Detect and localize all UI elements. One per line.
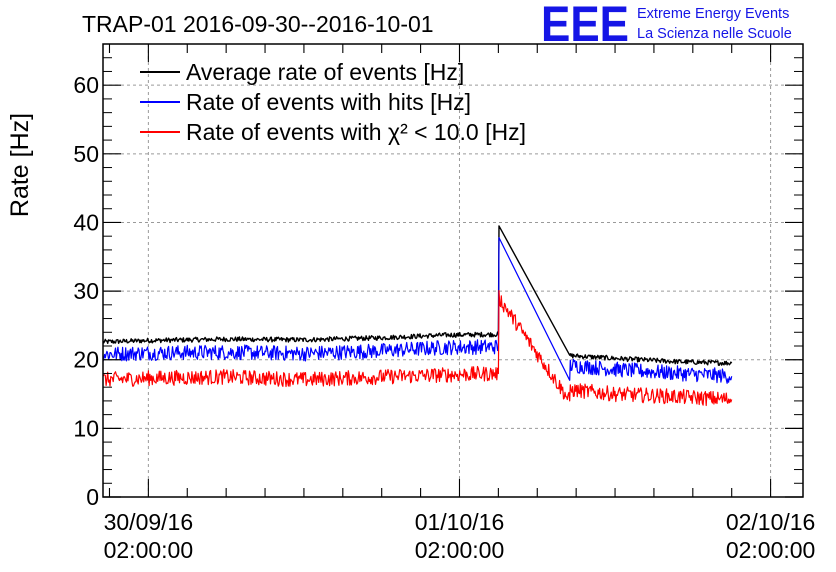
x-tick-date: 01/10/16 bbox=[415, 509, 505, 535]
y-tick-label: 30 bbox=[73, 278, 99, 304]
x-tick-date: 30/09/16 bbox=[104, 509, 194, 535]
y-tick-label: 20 bbox=[73, 347, 99, 373]
grid-lines bbox=[103, 44, 803, 497]
plot-frame bbox=[102, 43, 804, 498]
y-tick-label: 0 bbox=[86, 484, 99, 510]
x-tick-time: 02:00:00 bbox=[415, 537, 505, 563]
y-tick-label: 10 bbox=[73, 415, 99, 441]
legend-label-2: Rate of events with χ² < 10.0 [Hz] bbox=[186, 119, 526, 145]
eee-logo: EEE Extreme Energy Events La Scienza nel… bbox=[541, 0, 792, 52]
legend-label-1: Rate of events with hits [Hz] bbox=[186, 89, 471, 115]
y-axis-label: Rate [Hz] bbox=[6, 113, 34, 217]
logo-line-2: La Scienza nelle Scuole bbox=[637, 26, 792, 42]
logo-line-1: Extreme Energy Events bbox=[637, 6, 789, 22]
legend-label-0: Average rate of events [Hz] bbox=[186, 59, 464, 85]
y-tick-label: 40 bbox=[73, 209, 99, 235]
axes bbox=[102, 43, 804, 498]
x-tick-time: 02:00:00 bbox=[104, 537, 194, 563]
x-tick-time: 02:00:00 bbox=[726, 537, 816, 563]
y-tick-label: 60 bbox=[73, 72, 99, 98]
series-line-2 bbox=[102, 290, 733, 407]
chart-title: TRAP-01 2016-09-30--2016-10-01 bbox=[82, 11, 434, 37]
series-lines bbox=[102, 225, 733, 407]
x-tick-date: 02/10/16 bbox=[726, 509, 816, 535]
x-tick-labels: 30/09/1602:00:0001/10/1602:00:0002/10/16… bbox=[104, 509, 816, 563]
legend: Average rate of events [Hz] Rate of event… bbox=[140, 59, 526, 145]
series-line-0 bbox=[102, 225, 733, 366]
y-tick-labels: 0 10 20 30 40 50 60 bbox=[73, 72, 99, 510]
series-line-1 bbox=[102, 237, 733, 384]
y-tick-label: 50 bbox=[73, 141, 99, 167]
